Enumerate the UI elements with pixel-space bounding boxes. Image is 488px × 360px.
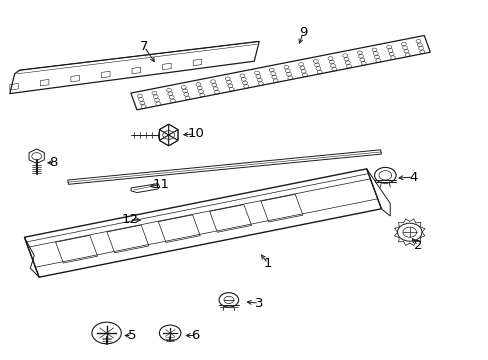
Text: 4: 4 xyxy=(408,171,417,184)
Text: 3: 3 xyxy=(254,297,263,310)
Text: 2: 2 xyxy=(413,239,422,252)
Text: 6: 6 xyxy=(191,329,200,342)
Text: 12: 12 xyxy=(121,213,138,226)
Text: 9: 9 xyxy=(298,26,307,39)
Text: 8: 8 xyxy=(49,156,58,169)
Text: 11: 11 xyxy=(153,178,169,191)
Text: 7: 7 xyxy=(140,40,148,53)
Text: 10: 10 xyxy=(187,127,203,140)
Text: 1: 1 xyxy=(263,257,272,270)
Text: 5: 5 xyxy=(127,329,136,342)
